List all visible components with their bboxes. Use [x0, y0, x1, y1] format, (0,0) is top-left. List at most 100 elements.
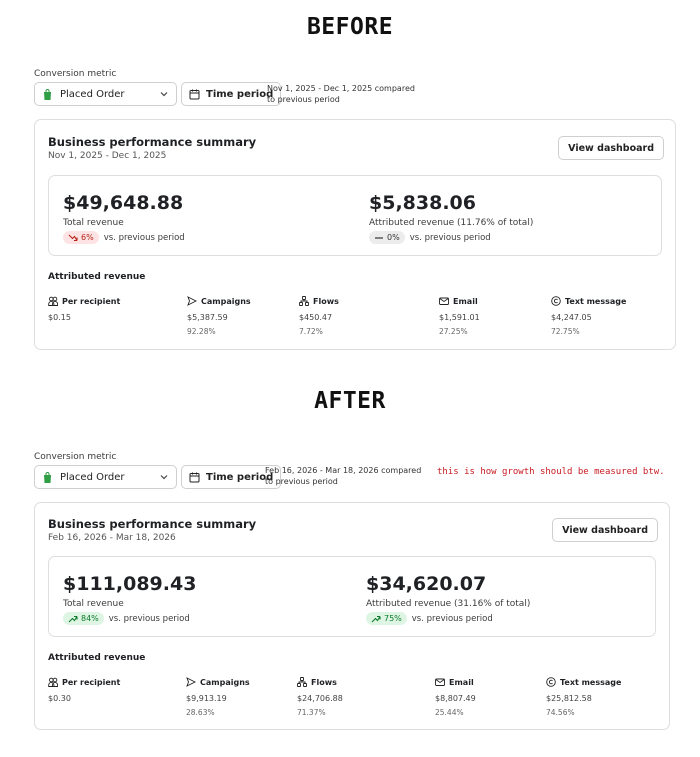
- handwritten-annotation: this is how growth should be measured bt…: [437, 467, 665, 477]
- card-dates: Nov 1, 2025 - Dec 1, 2025: [48, 151, 167, 161]
- stat-campaigns: Campaigns $5,387.59 92.28%: [187, 296, 251, 336]
- trend-pill: 0%: [369, 231, 405, 244]
- shopping-bag-icon: [44, 88, 51, 100]
- stat-label: Text message: [560, 677, 622, 687]
- total-revenue-label: Total revenue: [63, 599, 124, 609]
- attributed-revenue-section-title: Attributed revenue: [48, 653, 146, 663]
- stat-label: Text message: [565, 296, 627, 306]
- after-heading: AFTER: [314, 388, 386, 414]
- stat-value: $25,812.58: [546, 694, 592, 703]
- stat-text-message: Text message $4,247.05 72.75%: [551, 296, 626, 336]
- view-dashboard-button[interactable]: View dashboard: [552, 518, 658, 542]
- card-title: Business performance summary: [48, 135, 257, 149]
- select-value: Placed Order: [60, 471, 125, 483]
- view-dashboard-button[interactable]: View dashboard: [558, 136, 664, 160]
- performance-card-after: Business performance summary Feb 16, 202…: [34, 502, 670, 730]
- stat-percent: 72.75%: [551, 327, 580, 336]
- trend-value: 0%: [387, 233, 400, 242]
- attributed-revenue-value: $34,620.07: [366, 573, 487, 595]
- mail-icon: [435, 678, 445, 686]
- card-dates: Feb 16, 2026 - Mar 18, 2026: [48, 533, 176, 543]
- stat-label: Campaigns: [200, 677, 250, 687]
- stat-percent: 7.72%: [299, 327, 323, 336]
- stat-flows: Flows $450.47 7.72%: [299, 296, 339, 336]
- conversion-metric-select[interactable]: Placed Order: [34, 465, 177, 489]
- trend-suffix: vs. previous period: [411, 613, 493, 624]
- stat-value: $8,807.49: [435, 694, 476, 703]
- conversion-metric-label: Conversion metric: [34, 69, 117, 79]
- trend-value: 75%: [384, 614, 402, 623]
- range-note: Feb 16, 2026 - Mar 18, 2026 compared to …: [265, 466, 422, 486]
- stat-label: Flows: [311, 677, 337, 687]
- trend-suffix: vs. previous period: [409, 232, 491, 243]
- total-revenue-trend: 6% vs. previous period: [63, 231, 185, 244]
- trend-suffix: vs. previous period: [108, 613, 190, 624]
- conversion-metric-select[interactable]: Placed Order: [34, 82, 177, 106]
- attributed-revenue-section-title: Attributed revenue: [48, 272, 146, 282]
- stat-value: $0.30: [48, 694, 71, 703]
- stat-flows: Flows $24,706.88 71.37%: [297, 677, 343, 717]
- stat-percent: 74.56%: [546, 708, 575, 717]
- trend-up-icon: [371, 615, 381, 622]
- stat-value: $0.15: [48, 313, 71, 322]
- flows-icon: [297, 677, 307, 687]
- revenue-summary-box: $111,089.43 Total revenue 84% vs. previo…: [48, 556, 656, 637]
- attributed-revenue-value: $5,838.06: [369, 192, 476, 214]
- attributed-revenue-label: Attributed revenue (31.16% of total): [366, 599, 531, 609]
- stat-value: $9,913.19: [186, 694, 227, 703]
- trend-value: 84%: [81, 614, 99, 623]
- total-revenue-value: $111,089.43: [63, 573, 197, 595]
- time-period-button[interactable]: Time period: [181, 465, 282, 489]
- trend-value: 6%: [81, 233, 94, 242]
- shopping-bag-icon: [44, 471, 51, 483]
- attributed-revenue-trend: 0% vs. previous period: [369, 231, 491, 244]
- stat-percent: 92.28%: [187, 327, 216, 336]
- before-heading: BEFORE: [306, 14, 394, 40]
- trend-down-icon: [68, 234, 78, 241]
- stat-value: $24,706.88: [297, 694, 343, 703]
- trend-pill: 84%: [63, 612, 104, 625]
- total-revenue-trend: 84% vs. previous period: [63, 612, 190, 625]
- attributed-revenue-label: Attributed revenue (11.76% of total): [369, 218, 534, 228]
- sms-icon: [551, 296, 561, 306]
- trend-flat-icon: [375, 236, 383, 239]
- stat-value: $1,591.01: [439, 313, 480, 322]
- stat-label: Flows: [313, 296, 339, 306]
- people-icon: [48, 677, 58, 687]
- conversion-metric-label: Conversion metric: [34, 452, 117, 462]
- stat-percent: 27.25%: [439, 327, 468, 336]
- stat-percent: 71.37%: [297, 708, 326, 717]
- stat-per-recipient: Per recipient $0.30: [48, 677, 121, 704]
- time-period-button[interactable]: Time period: [181, 82, 282, 106]
- total-revenue-label: Total revenue: [63, 218, 124, 228]
- calendar-icon: [189, 89, 200, 99]
- stat-email: Email $8,807.49 25.44%: [435, 677, 476, 718]
- calendar-icon: [189, 472, 200, 482]
- stat-email: Email $1,591.01 27.25%: [439, 296, 480, 337]
- time-period-label: Time period: [206, 88, 274, 100]
- stat-percent: 25.44%: [435, 708, 464, 717]
- select-value: Placed Order: [60, 88, 125, 100]
- people-icon: [48, 296, 58, 306]
- send-icon: [186, 677, 196, 687]
- stat-text-message: Text message $25,812.58 74.56%: [546, 677, 621, 717]
- attributed-revenue-trend: 75% vs. previous period: [366, 612, 493, 625]
- range-note: Nov 1, 2025 - Dec 1, 2025 compared to pr…: [267, 84, 415, 104]
- sms-icon: [546, 677, 556, 687]
- total-revenue-value: $49,648.88: [63, 192, 184, 214]
- send-icon: [187, 296, 197, 306]
- trend-suffix: vs. previous period: [103, 232, 185, 243]
- trend-pill: 6%: [63, 231, 99, 244]
- stat-label: Campaigns: [201, 296, 251, 306]
- revenue-summary-box: $49,648.88 Total revenue 6% vs. previous…: [48, 175, 662, 256]
- time-period-label: Time period: [206, 471, 274, 483]
- trend-pill: 75%: [366, 612, 407, 625]
- stat-label: Per recipient: [62, 296, 121, 306]
- stat-campaigns: Campaigns $9,913.19 28.63%: [186, 677, 250, 717]
- mail-icon: [439, 297, 449, 305]
- stat-value: $5,387.59: [187, 313, 228, 322]
- performance-card-before: Business performance summary Nov 1, 2025…: [34, 119, 676, 350]
- stat-label: Email: [453, 296, 478, 306]
- card-title: Business performance summary: [48, 517, 257, 531]
- stat-label: Per recipient: [62, 677, 121, 687]
